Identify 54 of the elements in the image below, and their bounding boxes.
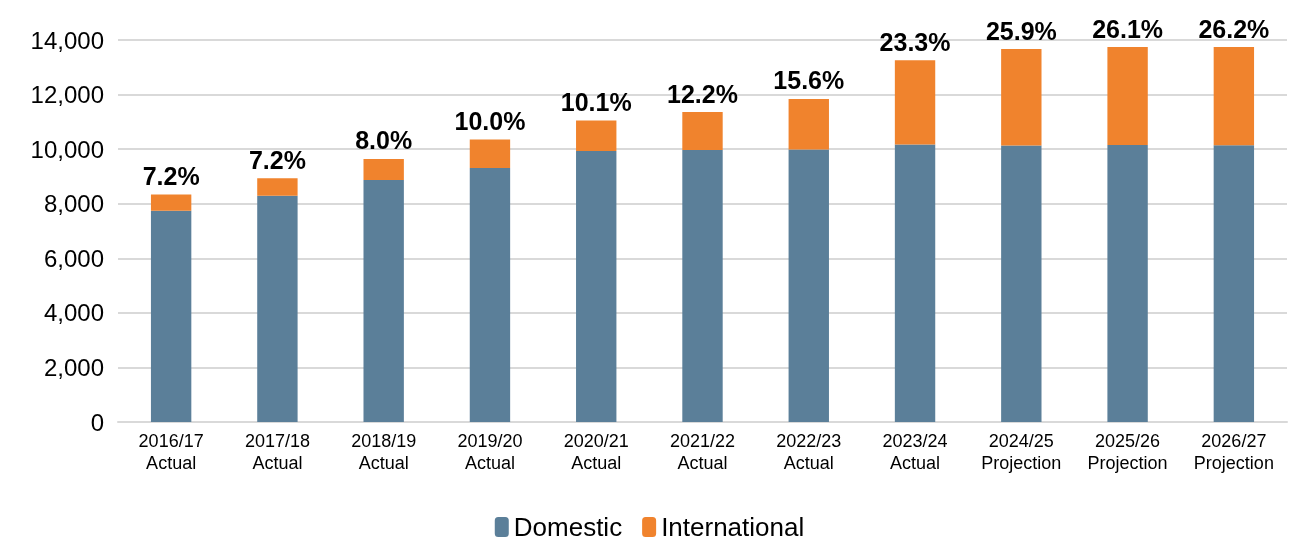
bar (469, 139, 511, 168)
annotation: 10.1% (560, 87, 632, 116)
annotation: 8.0% (355, 126, 413, 155)
x-tick-label: 2016/17 Actual (138, 431, 204, 473)
bar (1107, 47, 1148, 146)
bar (1107, 145, 1148, 422)
y-tick-label: 0 (90, 408, 104, 436)
bar (363, 179, 404, 422)
bar (150, 194, 192, 211)
annotation: 25.9% (985, 16, 1057, 45)
y-tick-label: 4,000 (43, 299, 104, 327)
bar (788, 98, 829, 150)
y-tick-label: 8,000 (43, 190, 104, 218)
annotation: 26.1% (1092, 14, 1164, 43)
bar (576, 151, 617, 422)
legend-label: Domestic (513, 512, 623, 542)
bar (257, 178, 298, 196)
x-tick-label: 2024/25 Projection (981, 431, 1062, 473)
y-tick-label: 12,000 (30, 81, 104, 109)
annotation: 15.6% (773, 66, 845, 95)
x-tick-label: 2022/23 Actual (776, 431, 842, 473)
y-tick-label: 2,000 (43, 353, 104, 381)
x-tick-label: 2025/26 Projection (1087, 431, 1168, 473)
bar (1001, 49, 1042, 146)
bar (576, 120, 617, 152)
annotation: 12.2% (667, 79, 738, 108)
annotation: 7.2% (142, 161, 200, 190)
x-tick-label: 2023/24 Actual (882, 431, 948, 473)
bar (682, 112, 723, 150)
bar (1001, 145, 1042, 422)
y-tick-label: 14,000 (30, 26, 104, 54)
x-tick-label: 2017/18 Actual (244, 431, 310, 473)
annotation: 10.0% (454, 107, 526, 136)
bar (894, 60, 936, 145)
annotation: 7.2% (248, 145, 306, 174)
annotation: 23.3% (879, 27, 951, 56)
bar (788, 149, 829, 422)
bar (1213, 145, 1255, 422)
bar (469, 167, 511, 422)
bar (363, 158, 404, 180)
x-tick-label: 2026/27 Projection (1193, 431, 1274, 473)
bar (150, 210, 192, 422)
y-tick-label: 10,000 (30, 135, 104, 163)
x-tick-label: 2020/21 Actual (563, 431, 629, 473)
bar (894, 144, 936, 422)
legend-label: International (661, 512, 805, 542)
bar (257, 195, 298, 422)
annotation: 26.2% (1198, 14, 1270, 43)
bar (1213, 47, 1255, 146)
y-tick-label: 6,000 (43, 244, 104, 272)
x-tick-label: 2018/19 Actual (351, 431, 417, 473)
x-tick-label: 2019/20 Actual (457, 431, 523, 473)
bar (682, 149, 723, 422)
x-tick-label: 2021/22 Actual (669, 431, 736, 473)
